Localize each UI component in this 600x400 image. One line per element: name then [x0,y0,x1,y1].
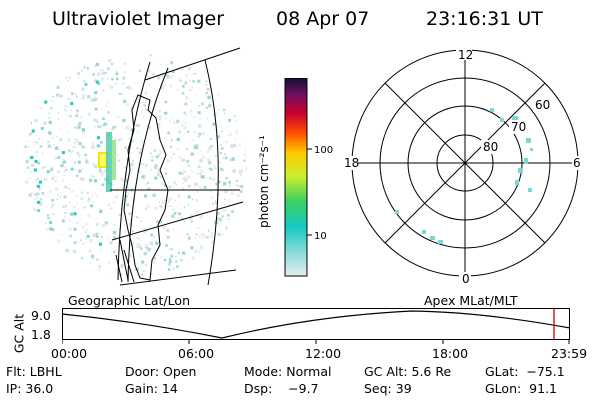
lat-label-60: 60 [535,98,550,112]
status-glon: GLon: 91.1 [485,381,557,396]
status-ip: IP: 36.0 [6,381,54,396]
colorbar: 100 10 [284,78,333,277]
time-tick-1800: 18:00 [432,346,469,361]
colorbar-tick-10: 10 [314,231,327,242]
mlt-label-0: 0 [462,272,470,286]
status-glat: GLat: −75.1 [485,364,565,379]
status-mode: Mode: Normal [244,364,332,379]
colorbar-gradient [284,78,308,277]
time-tick-0000: 00:00 [51,346,88,361]
time-tick-2359: 23:59 [551,346,588,361]
timeline-right-label: Apex MLat/MLT [424,293,518,308]
polar-plot: 12 0 18 6 60 70 80 [340,48,584,286]
lat-label-80: 80 [483,140,498,154]
time-tick-1200: 12:00 [305,346,342,361]
status-dsp: Dsp: −9.7 [244,381,319,396]
mlt-label-6: 6 [573,156,581,170]
status-flt: Flt: LBHL [6,364,62,379]
lat-label-70: 70 [511,120,526,134]
aurora-band [106,132,112,192]
timeline-axis-title: GC Alt [11,313,27,354]
status-gain: Gain: 14 [125,381,178,396]
timeline-ymin: 1.8 [31,327,51,342]
time-tick-0600: 06:00 [178,346,215,361]
imager-title: Ultraviolet Imager [52,8,225,30]
altitude-timeline [62,308,571,344]
mlt-label-12: 12 [458,48,473,62]
geo-grid-lines [110,47,244,286]
altitude-curve [62,310,571,339]
status-seq: Seq: 39 [364,381,412,396]
header-time: 23:16:31 UT [426,8,543,30]
timeline-left-label: Geographic Lat/Lon [68,293,190,308]
polar-grid [351,49,579,277]
colorbar-tick-100: 100 [314,145,333,156]
geographic-image [23,47,247,286]
status-door: Door: Open [125,364,197,379]
header-date: 08 Apr 07 [276,8,370,30]
timeline-ymax: 9.0 [31,308,51,323]
colorbar-unit-label: photon cm⁻²s⁻¹ [257,135,271,228]
mlt-label-18: 18 [344,156,359,170]
coastline [123,94,169,281]
status-gcalt: GC Alt: 5.6 Re [364,364,452,379]
